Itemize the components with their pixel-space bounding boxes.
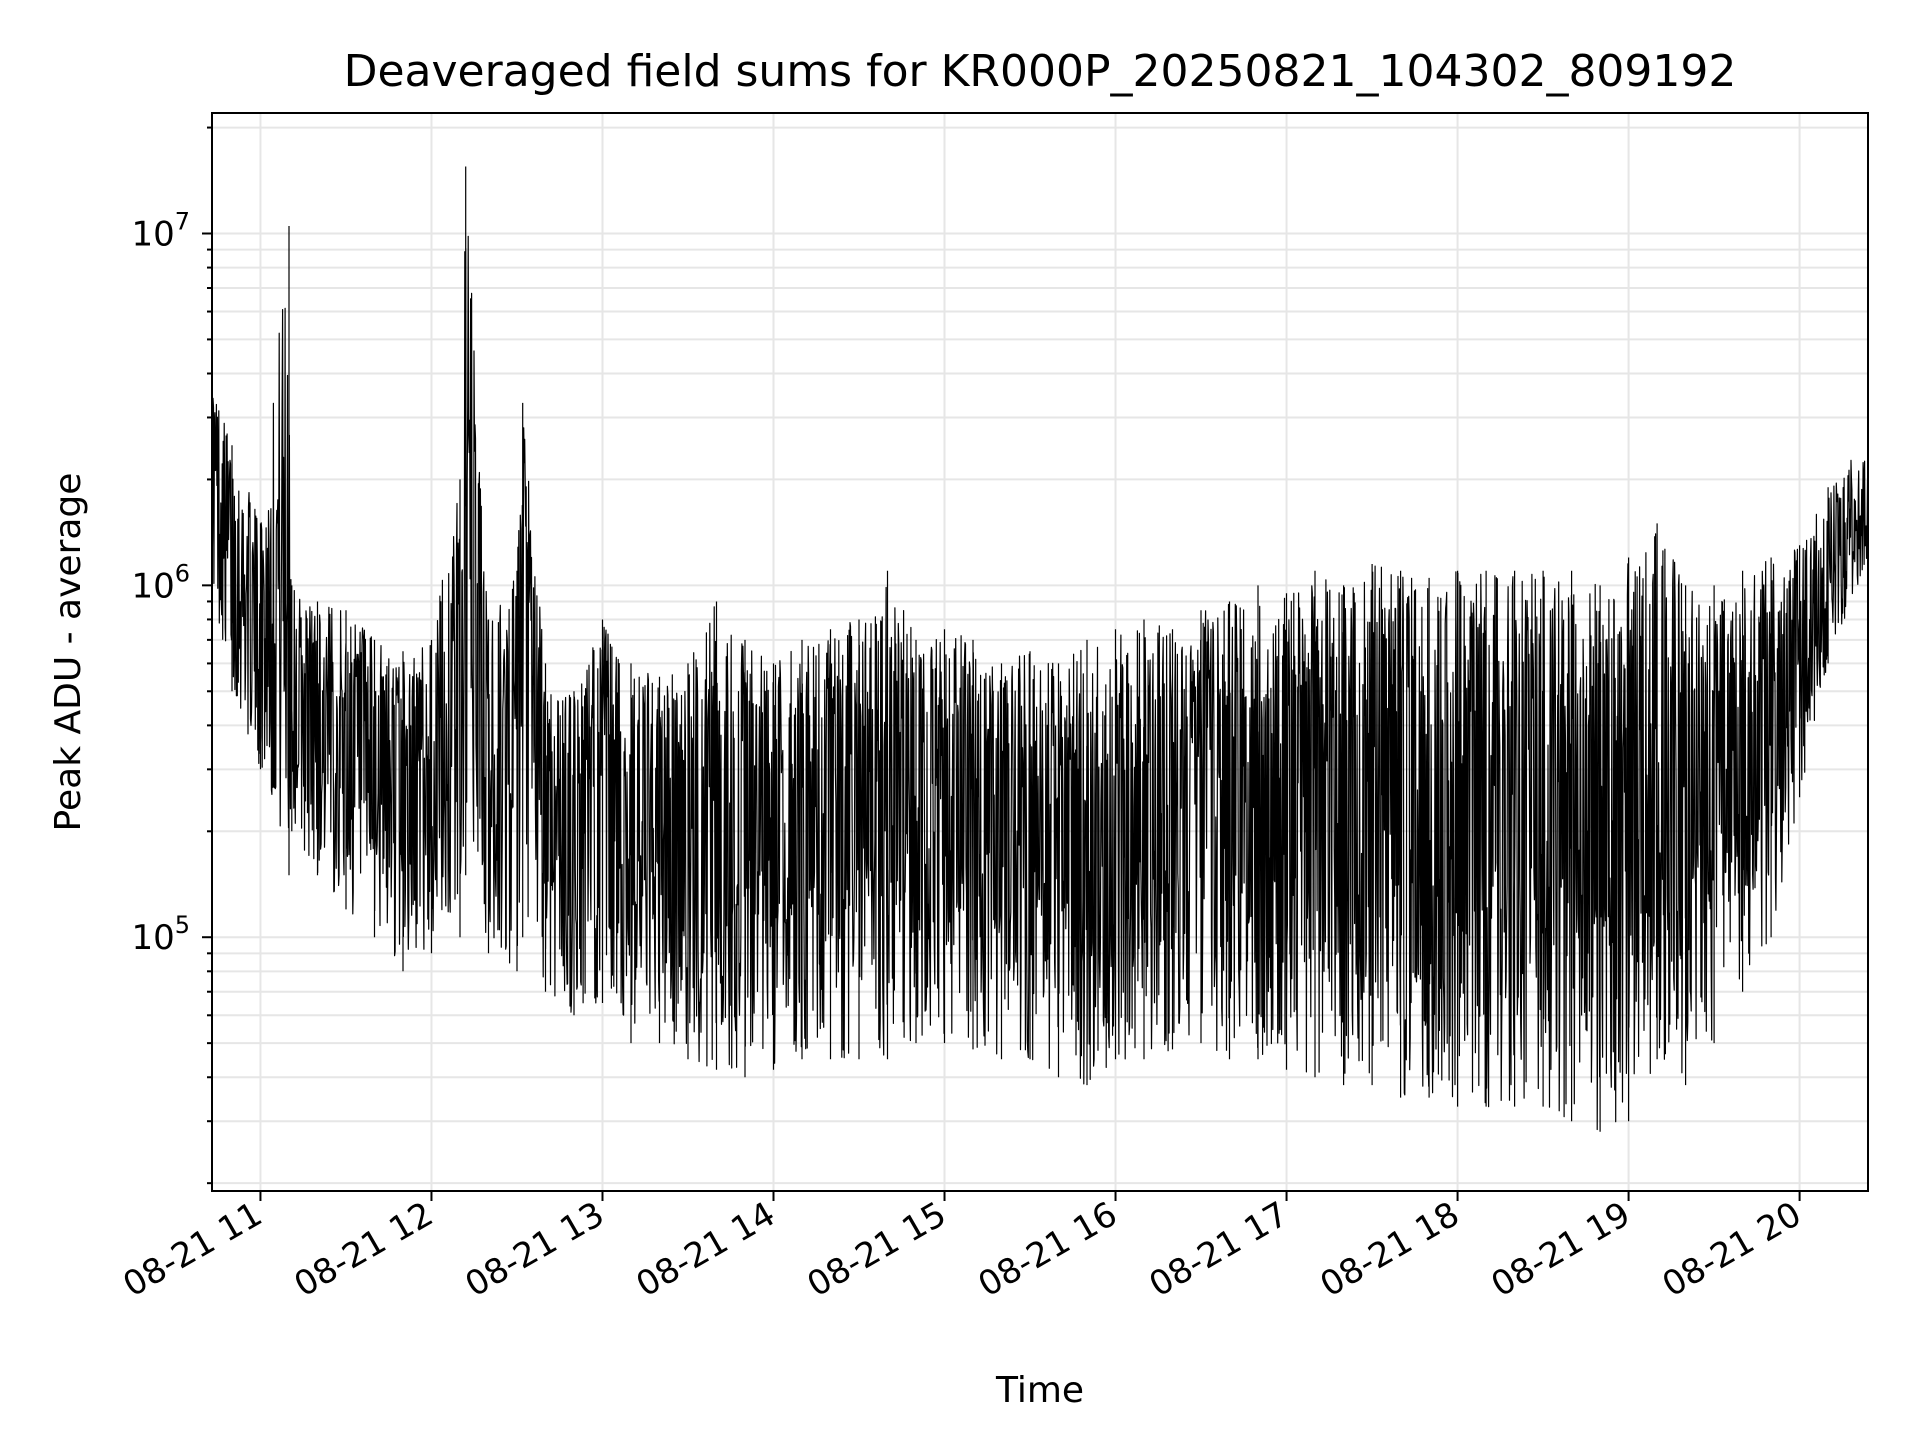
- plot-frame: [211, 112, 1869, 1192]
- y-tick-label: 105: [131, 911, 190, 958]
- y-tick-label: 107: [131, 207, 190, 254]
- x-axis-label: Time: [995, 1370, 1084, 1411]
- y-tick-label: 106: [131, 559, 190, 606]
- y-axis-label: Peak ADU - average: [48, 473, 89, 832]
- y-axis-ticks: 105 106 107: [131, 126, 212, 1185]
- plot-area: [212, 166, 1868, 1132]
- data-series-line: [212, 166, 1868, 1132]
- chart-title: Deaveraged field sums for KR000P_2025082…: [344, 46, 1737, 97]
